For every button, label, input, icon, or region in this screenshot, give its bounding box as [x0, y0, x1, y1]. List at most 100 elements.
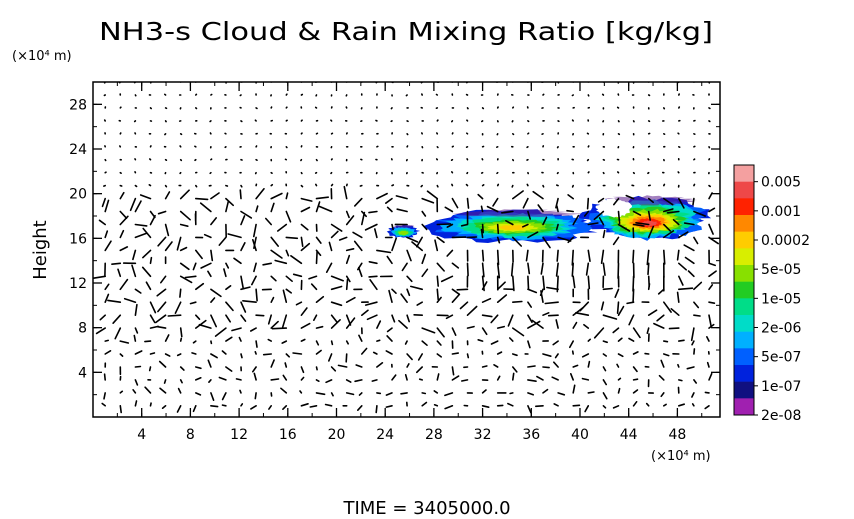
wind-vector	[511, 190, 524, 200]
wind-vector	[602, 314, 618, 320]
wind-vector	[405, 94, 408, 97]
wind-vector	[612, 327, 620, 334]
wind-vector	[477, 193, 484, 200]
wind-vector	[693, 158, 696, 161]
wind-vector	[632, 171, 636, 175]
wind-vector	[300, 206, 311, 213]
wind-vector	[526, 146, 529, 149]
wind-vector	[587, 275, 591, 290]
wind-vector	[404, 373, 408, 381]
wind-vector	[262, 353, 273, 356]
wind-vector	[210, 158, 213, 161]
wind-vector	[693, 301, 700, 309]
contour-level	[641, 220, 658, 227]
wind-vector	[511, 133, 515, 136]
wind-vector	[345, 392, 355, 396]
wind-vector	[101, 197, 106, 208]
wind-vector	[240, 314, 247, 322]
wind-vector	[164, 133, 167, 136]
y-unit-label: (×10⁴ m)	[12, 49, 72, 64]
wind-vector	[285, 93, 288, 96]
wind-vector	[282, 404, 288, 411]
wind-vector	[587, 338, 592, 342]
wind-vector	[352, 231, 363, 239]
wind-vector	[270, 378, 280, 381]
wind-vector	[386, 255, 393, 265]
wind-vector	[421, 392, 427, 395]
y-tick-label: 12	[69, 276, 87, 292]
wind-vector	[290, 255, 303, 265]
wind-vector	[356, 404, 363, 412]
wind-vector	[612, 197, 620, 206]
wind-vector	[686, 366, 695, 370]
wind-vector	[532, 190, 544, 200]
wind-vector	[300, 402, 309, 407]
wind-vector	[252, 366, 257, 373]
wind-vector	[164, 120, 167, 123]
wind-vector	[527, 392, 535, 396]
wind-vector	[677, 171, 680, 174]
wind-vector	[433, 390, 439, 394]
wind-vector	[179, 246, 188, 252]
wind-vector	[337, 364, 348, 368]
wind-vector	[385, 350, 393, 355]
cloud-region-1	[386, 224, 421, 239]
wind-vector	[450, 158, 454, 161]
wind-vector	[521, 223, 529, 228]
wind-vector	[632, 223, 645, 227]
wind-vector	[602, 340, 609, 344]
wind-vector	[364, 223, 378, 231]
wind-vector	[195, 392, 202, 396]
wind-vector	[555, 319, 559, 329]
wind-vector	[602, 353, 608, 357]
wind-vector	[436, 146, 439, 149]
wind-vector	[572, 404, 581, 407]
wind-vector	[299, 390, 303, 394]
wind-vector	[270, 359, 275, 368]
wind-vector	[300, 366, 305, 374]
wind-vector	[210, 93, 213, 96]
wind-vector	[194, 158, 197, 162]
wind-vector	[315, 196, 330, 200]
wind-vector	[708, 107, 711, 110]
wind-vector	[587, 360, 591, 368]
wind-vector	[345, 353, 348, 363]
wind-vector	[164, 158, 168, 161]
wind-vector	[315, 379, 320, 383]
wind-vector	[195, 197, 209, 201]
wind-vector	[285, 288, 293, 294]
colorbar: 0.005 0.001 0.0002 5e-05 1e-05 2e-06 5e-07 1e-0…	[733, 164, 810, 424]
wind-vector	[616, 106, 620, 109]
wind-vector	[527, 301, 533, 308]
wind-vector	[617, 133, 621, 136]
wind-vector	[112, 314, 122, 325]
wind-vector	[156, 288, 167, 297]
wind-vector	[179, 288, 182, 298]
wind-vector	[285, 106, 288, 109]
wind-vector	[179, 379, 183, 384]
wind-vector	[356, 262, 363, 271]
wind-vector	[602, 379, 608, 386]
wind-vector	[250, 404, 257, 410]
x-tick-label: 40	[571, 427, 589, 443]
colorbar-swatch	[734, 181, 754, 199]
wind-vector	[134, 288, 142, 294]
wind-vector	[253, 223, 257, 238]
wind-vector	[253, 262, 257, 273]
wind-vector	[195, 184, 198, 188]
wind-vector	[345, 254, 351, 265]
wind-vector	[239, 94, 242, 97]
wind-vector	[421, 197, 435, 204]
wind-vector	[357, 266, 363, 278]
wind-vector	[179, 366, 185, 371]
wind-vector	[221, 392, 227, 401]
wind-vector	[267, 314, 273, 325]
wind-vector	[587, 171, 590, 174]
wind-vector	[481, 389, 487, 394]
wind-vector	[614, 288, 620, 299]
wind-vector	[617, 223, 631, 232]
wind-vector	[315, 325, 324, 329]
wind-vector	[571, 350, 575, 355]
wind-vector	[225, 314, 231, 323]
wind-vector	[586, 158, 590, 162]
